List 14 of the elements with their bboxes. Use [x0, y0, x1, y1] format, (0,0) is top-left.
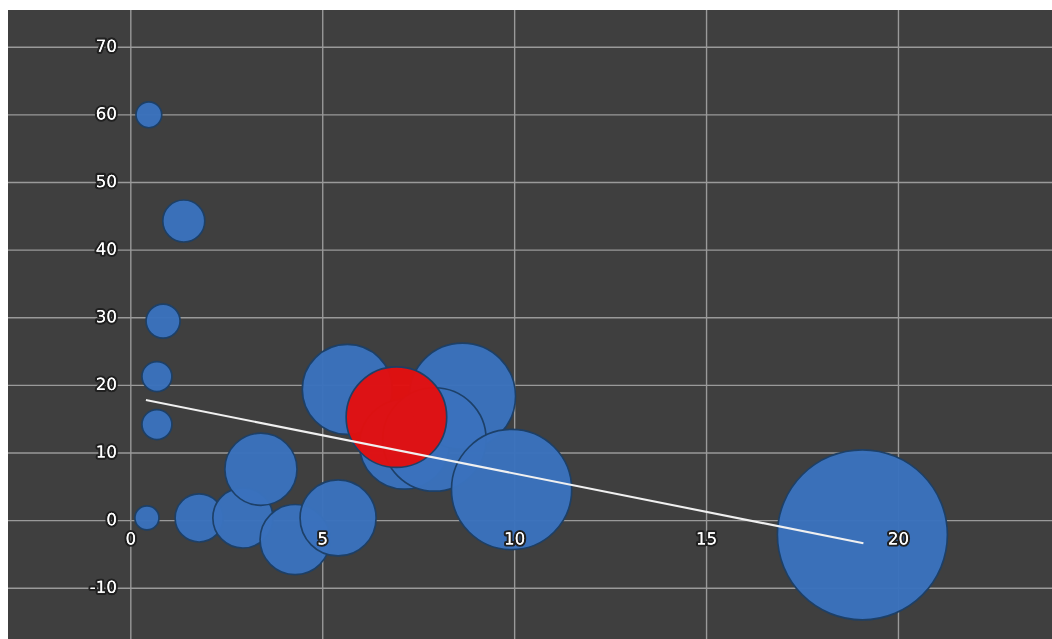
- y-tick-label: 10: [97, 445, 116, 458]
- y-tick-label: 0: [107, 512, 116, 526]
- y-tick-label: 20: [96, 377, 116, 391]
- x-tick-label: 10: [505, 532, 525, 545]
- y-tick-label: -10: [90, 580, 116, 594]
- y-tick-label: 30: [97, 309, 116, 323]
- x-tick-label: 20: [889, 532, 908, 545]
- x-tick-label: 15: [697, 532, 716, 545]
- y-tick-label: 70: [97, 39, 116, 53]
- x-tick-label: 5: [318, 532, 327, 545]
- y-tick-label: 60: [96, 107, 116, 120]
- y-tick-label: 40: [96, 242, 116, 255]
- x-tick-label: 0: [126, 532, 136, 545]
- y-tick-label: 50: [97, 174, 116, 188]
